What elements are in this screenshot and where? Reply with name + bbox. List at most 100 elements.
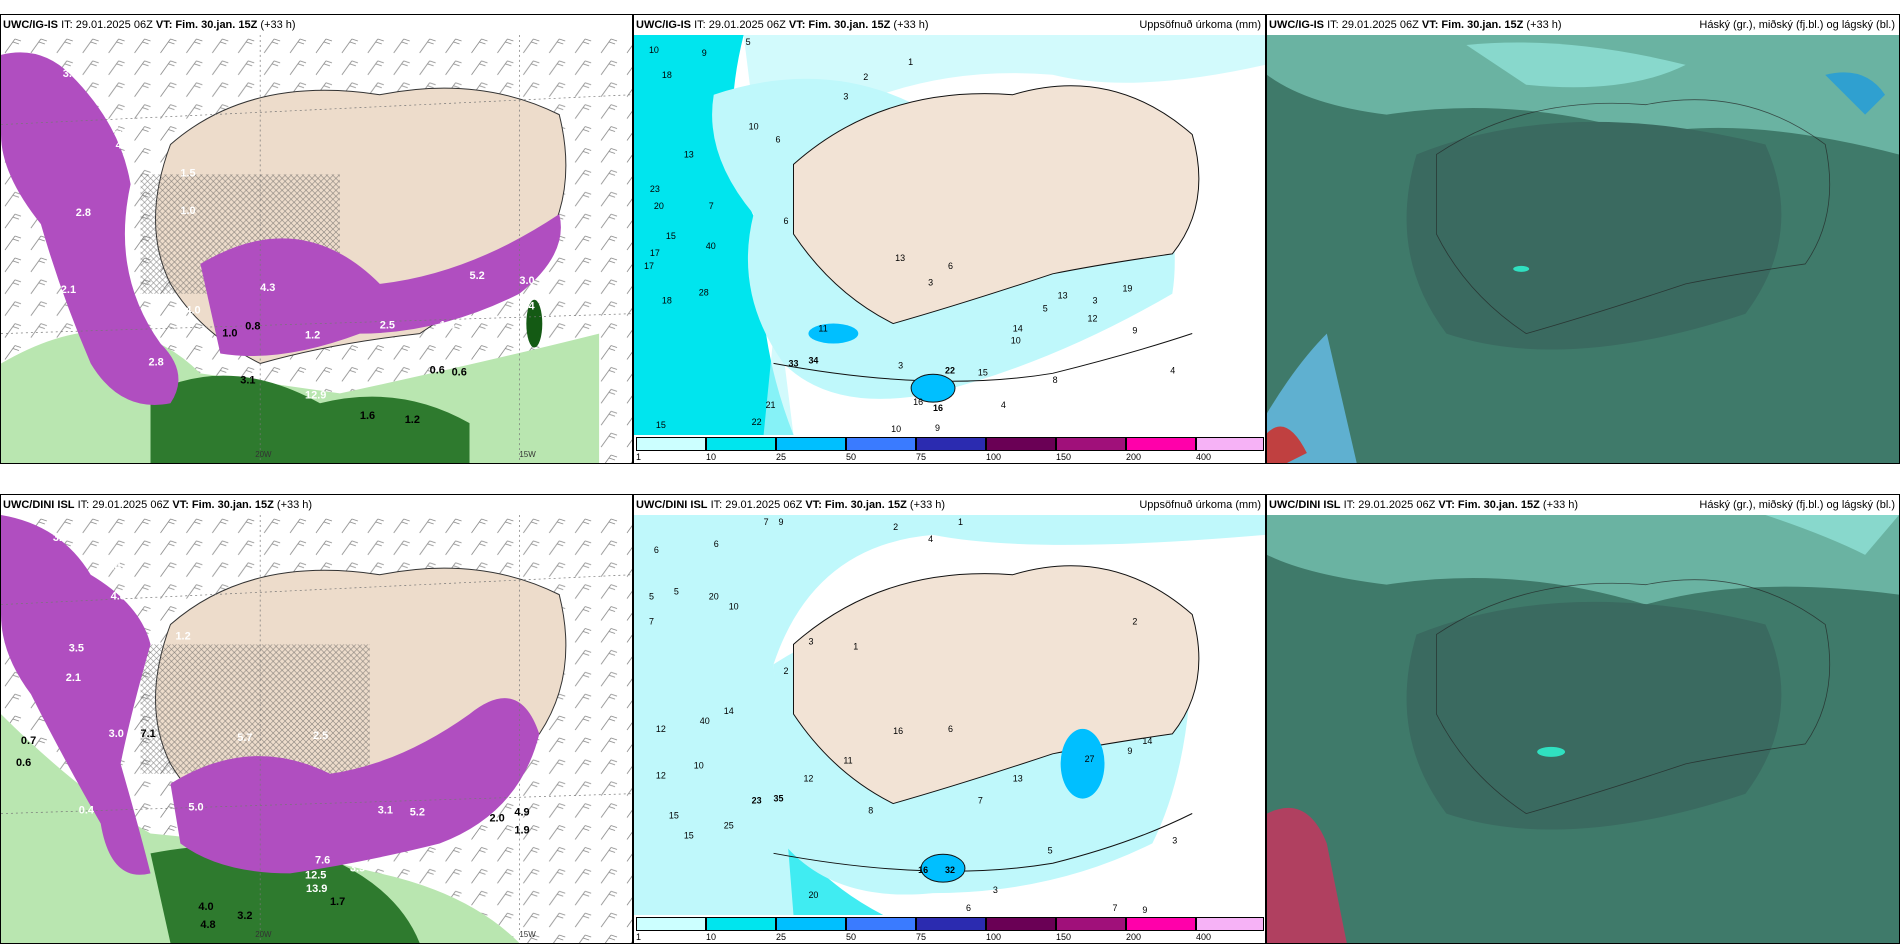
precip-value: 33 bbox=[789, 358, 799, 368]
precip-value: 10 bbox=[649, 45, 659, 55]
precip-value: 2.0 bbox=[489, 813, 504, 825]
precip-map[interactable]: 10 9 5 18 2 1 3 6 10 13 7 20 23 15 6 40 … bbox=[634, 35, 1265, 435]
model-name: UWC/IG-IS bbox=[1269, 19, 1324, 31]
precip-map[interactable]: 7 9 6 6 5 2 4 1 1 5 7 10 12 3 2 2 16 6 4… bbox=[634, 515, 1265, 915]
precip-value: 40 bbox=[706, 241, 716, 251]
precip-value: 12 bbox=[803, 774, 813, 784]
cloud-map[interactable] bbox=[1267, 35, 1899, 463]
colorbar-tick: 50 bbox=[846, 932, 857, 942]
colorbar-tick: 200 bbox=[1126, 932, 1142, 942]
precip-value: 5.2 bbox=[470, 270, 485, 282]
colorbar-tick: 25 bbox=[776, 932, 787, 942]
precip-value: 1.2 bbox=[175, 630, 190, 642]
model-name: UWC/DINI ISL bbox=[1269, 499, 1341, 511]
valid-time: Fim. 30.jan. 15Z bbox=[1457, 499, 1540, 511]
precip-value: 4 bbox=[1170, 365, 1175, 375]
precip-value: 3.5 bbox=[350, 862, 365, 874]
init-time: IT: 29.01.2025 06Z bbox=[1327, 19, 1419, 31]
precip-value: 3.0 bbox=[109, 728, 124, 740]
precip-value: 20 bbox=[808, 890, 818, 900]
precip-value: 2.5 bbox=[380, 320, 395, 332]
precip-value: 21 bbox=[766, 400, 776, 410]
colorbar-tick: 150 bbox=[1056, 932, 1072, 942]
precip-value: 2.4 bbox=[106, 561, 122, 573]
precip-value: 10 bbox=[891, 424, 901, 434]
precip-value: 23 bbox=[752, 796, 762, 806]
precip-value: 0.6 bbox=[430, 364, 445, 376]
precip-value: 7 bbox=[709, 201, 714, 211]
map-svg-mid1: 10 9 5 18 2 1 3 6 10 13 7 20 23 15 6 40 … bbox=[634, 35, 1265, 435]
precip-value: 4.0 bbox=[185, 305, 200, 317]
valid-time: Fim. 30.jan. 15Z bbox=[1441, 19, 1524, 31]
precip-value: 3 bbox=[1172, 835, 1177, 845]
precip-value: 12 bbox=[656, 771, 666, 781]
lead-time: (+33 h) bbox=[909, 499, 946, 511]
precip-value: 1.2 bbox=[305, 330, 320, 342]
precip-value: 2 bbox=[784, 666, 789, 676]
precip-value: 19 bbox=[1122, 284, 1132, 294]
precip-value: 2.1 bbox=[66, 672, 81, 684]
precip-value: 10 bbox=[1011, 335, 1021, 345]
precip-value: 28 bbox=[699, 288, 709, 298]
precip-value: 2.9 bbox=[153, 143, 168, 155]
precip-value: 2 bbox=[893, 522, 898, 532]
precip-value: 7 bbox=[649, 616, 654, 626]
precip-value: 13.9 bbox=[306, 883, 327, 895]
map-svg-mid2: 7 9 6 6 5 2 4 1 1 5 7 10 12 3 2 2 16 6 4… bbox=[634, 515, 1265, 915]
precip-value: 15 bbox=[684, 830, 694, 840]
precip-value: 3 bbox=[1093, 296, 1098, 306]
colorbar-tick: 400 bbox=[1196, 452, 1212, 462]
precip-value: 13 bbox=[895, 253, 905, 263]
panel-header: UWC/IG-IS IT: 29.01.2025 06Z VT: Fim. 30… bbox=[1267, 15, 1899, 35]
precip-value: 1.0 bbox=[180, 205, 195, 217]
precip-value: 0.6 bbox=[452, 366, 467, 378]
valid-time: Fim. 30.jan. 15Z bbox=[824, 499, 907, 511]
precip-value: 0.7 bbox=[21, 735, 36, 747]
precip-value: 0.8 bbox=[245, 321, 260, 333]
precip-value: 1.5 bbox=[278, 359, 293, 371]
precip-value: 10 bbox=[749, 122, 759, 132]
precip-value: 11 bbox=[818, 324, 827, 334]
precip-value: 3.4 bbox=[178, 337, 194, 349]
cloud-map[interactable] bbox=[1267, 515, 1899, 943]
precip-value: 5.2 bbox=[410, 807, 425, 819]
precip-value: 3.9 bbox=[53, 532, 68, 544]
precip-value: 14 bbox=[1142, 736, 1152, 746]
precip-value: 1.6 bbox=[360, 410, 375, 422]
precip-value: 13 bbox=[684, 149, 694, 159]
precip-colorbar: 1 10 25 50 75 100 150 200 400 bbox=[634, 435, 1265, 463]
colorbar-segment bbox=[916, 917, 986, 931]
precip-value: 1.8 bbox=[440, 320, 455, 332]
colorbar-tick: 50 bbox=[846, 452, 857, 462]
init-time: IT: 29.01.2025 06Z bbox=[710, 499, 803, 511]
precip-value: 6 bbox=[948, 261, 953, 271]
precip-value: 9 bbox=[702, 48, 707, 58]
precip-value: 1.5 bbox=[180, 167, 195, 179]
precip-value: 7.1 bbox=[141, 728, 156, 740]
precip-value: 8 bbox=[868, 806, 873, 816]
model-name: UWC/IG-IS bbox=[636, 19, 691, 31]
precip-value: 34 bbox=[808, 355, 818, 365]
valid-label: VT: bbox=[805, 499, 822, 511]
precip-value: 1 bbox=[958, 517, 963, 527]
precip-value: 3.6 bbox=[147, 609, 162, 621]
precip-value: 3.2 bbox=[237, 910, 252, 922]
precip-value: 2 bbox=[863, 72, 868, 82]
precip-value: 3 bbox=[928, 278, 933, 288]
map-svg-left2: 3.9 2.4 4.8 3.6 1.2 2.1 3.5 0.7 0.6 0.4 … bbox=[1, 515, 632, 943]
wind-precip-map[interactable]: 3.9 2.4 4.8 3.6 1.2 2.1 3.5 0.7 0.6 0.4 … bbox=[1, 515, 632, 943]
wind-precip-map[interactable]: 3.4 1.7 2.2 4.0 2.9 3.1 1.5 2.8 1.0 4.0 … bbox=[1, 35, 632, 463]
colorbar-segment bbox=[846, 437, 916, 451]
precip-value: 6 bbox=[784, 216, 789, 226]
precip-value: 15 bbox=[978, 367, 988, 377]
precip-value: 35 bbox=[774, 794, 784, 804]
precip-value: 2.2 bbox=[113, 124, 128, 136]
precip-value: 12 bbox=[656, 724, 666, 734]
panel-row1-wind-precip: UWC/IG-IS IT: 29.01.2025 06Z VT: Fim. 30… bbox=[0, 14, 633, 464]
precip-value: 3.5 bbox=[69, 642, 84, 654]
precip-value: 5.0 bbox=[188, 802, 203, 814]
precip-value: 3.4 bbox=[63, 68, 79, 80]
precip-value: 4 bbox=[1001, 400, 1006, 410]
model-name: UWC/DINI ISL bbox=[636, 499, 708, 511]
precip-value: 11 bbox=[843, 756, 852, 766]
